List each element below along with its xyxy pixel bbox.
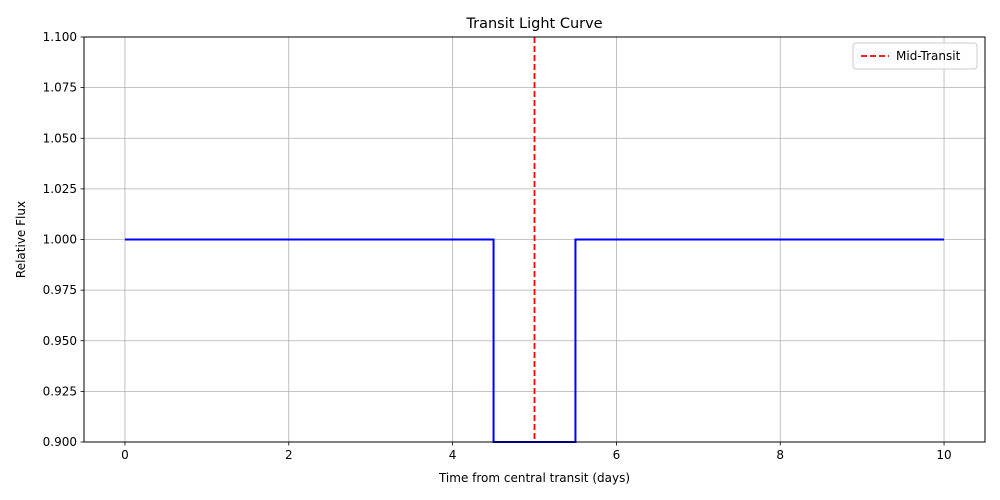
legend-box bbox=[852, 42, 978, 70]
y-tick-label: 0.925 bbox=[43, 384, 77, 398]
x-tick-label: 4 bbox=[449, 448, 457, 462]
x-tick-label: 2 bbox=[285, 448, 293, 462]
x-tick-label: 6 bbox=[613, 448, 621, 462]
legend: Mid-Transit bbox=[852, 42, 978, 70]
y-tick-label: 0.950 bbox=[43, 334, 77, 348]
y-axis-label: Relative Flux bbox=[14, 201, 28, 278]
legend-label: Mid-Transit bbox=[896, 49, 961, 63]
y-tick-label: 1.100 bbox=[43, 30, 77, 44]
ticks: 0 2 4 6 8 10 0.900 0.925 0.950 0.975 1.000 1.025 1.0… bbox=[43, 30, 952, 462]
x-tick-label: 8 bbox=[776, 448, 784, 462]
y-tick-label: 1.075 bbox=[43, 81, 77, 95]
x-tick-label: 0 bbox=[121, 448, 129, 462]
x-tick-label: 10 bbox=[936, 448, 951, 462]
y-tick-label: 1.025 bbox=[43, 182, 77, 196]
y-tick-label: 1.050 bbox=[43, 131, 77, 145]
y-tick-label: 1.000 bbox=[43, 233, 77, 247]
y-tick-label: 0.900 bbox=[43, 435, 77, 449]
y-tick-label: 0.975 bbox=[43, 283, 77, 297]
chart-title: Transit Light Curve bbox=[465, 16, 602, 32]
x-axis-label: Time from central transit (days) bbox=[438, 471, 630, 485]
